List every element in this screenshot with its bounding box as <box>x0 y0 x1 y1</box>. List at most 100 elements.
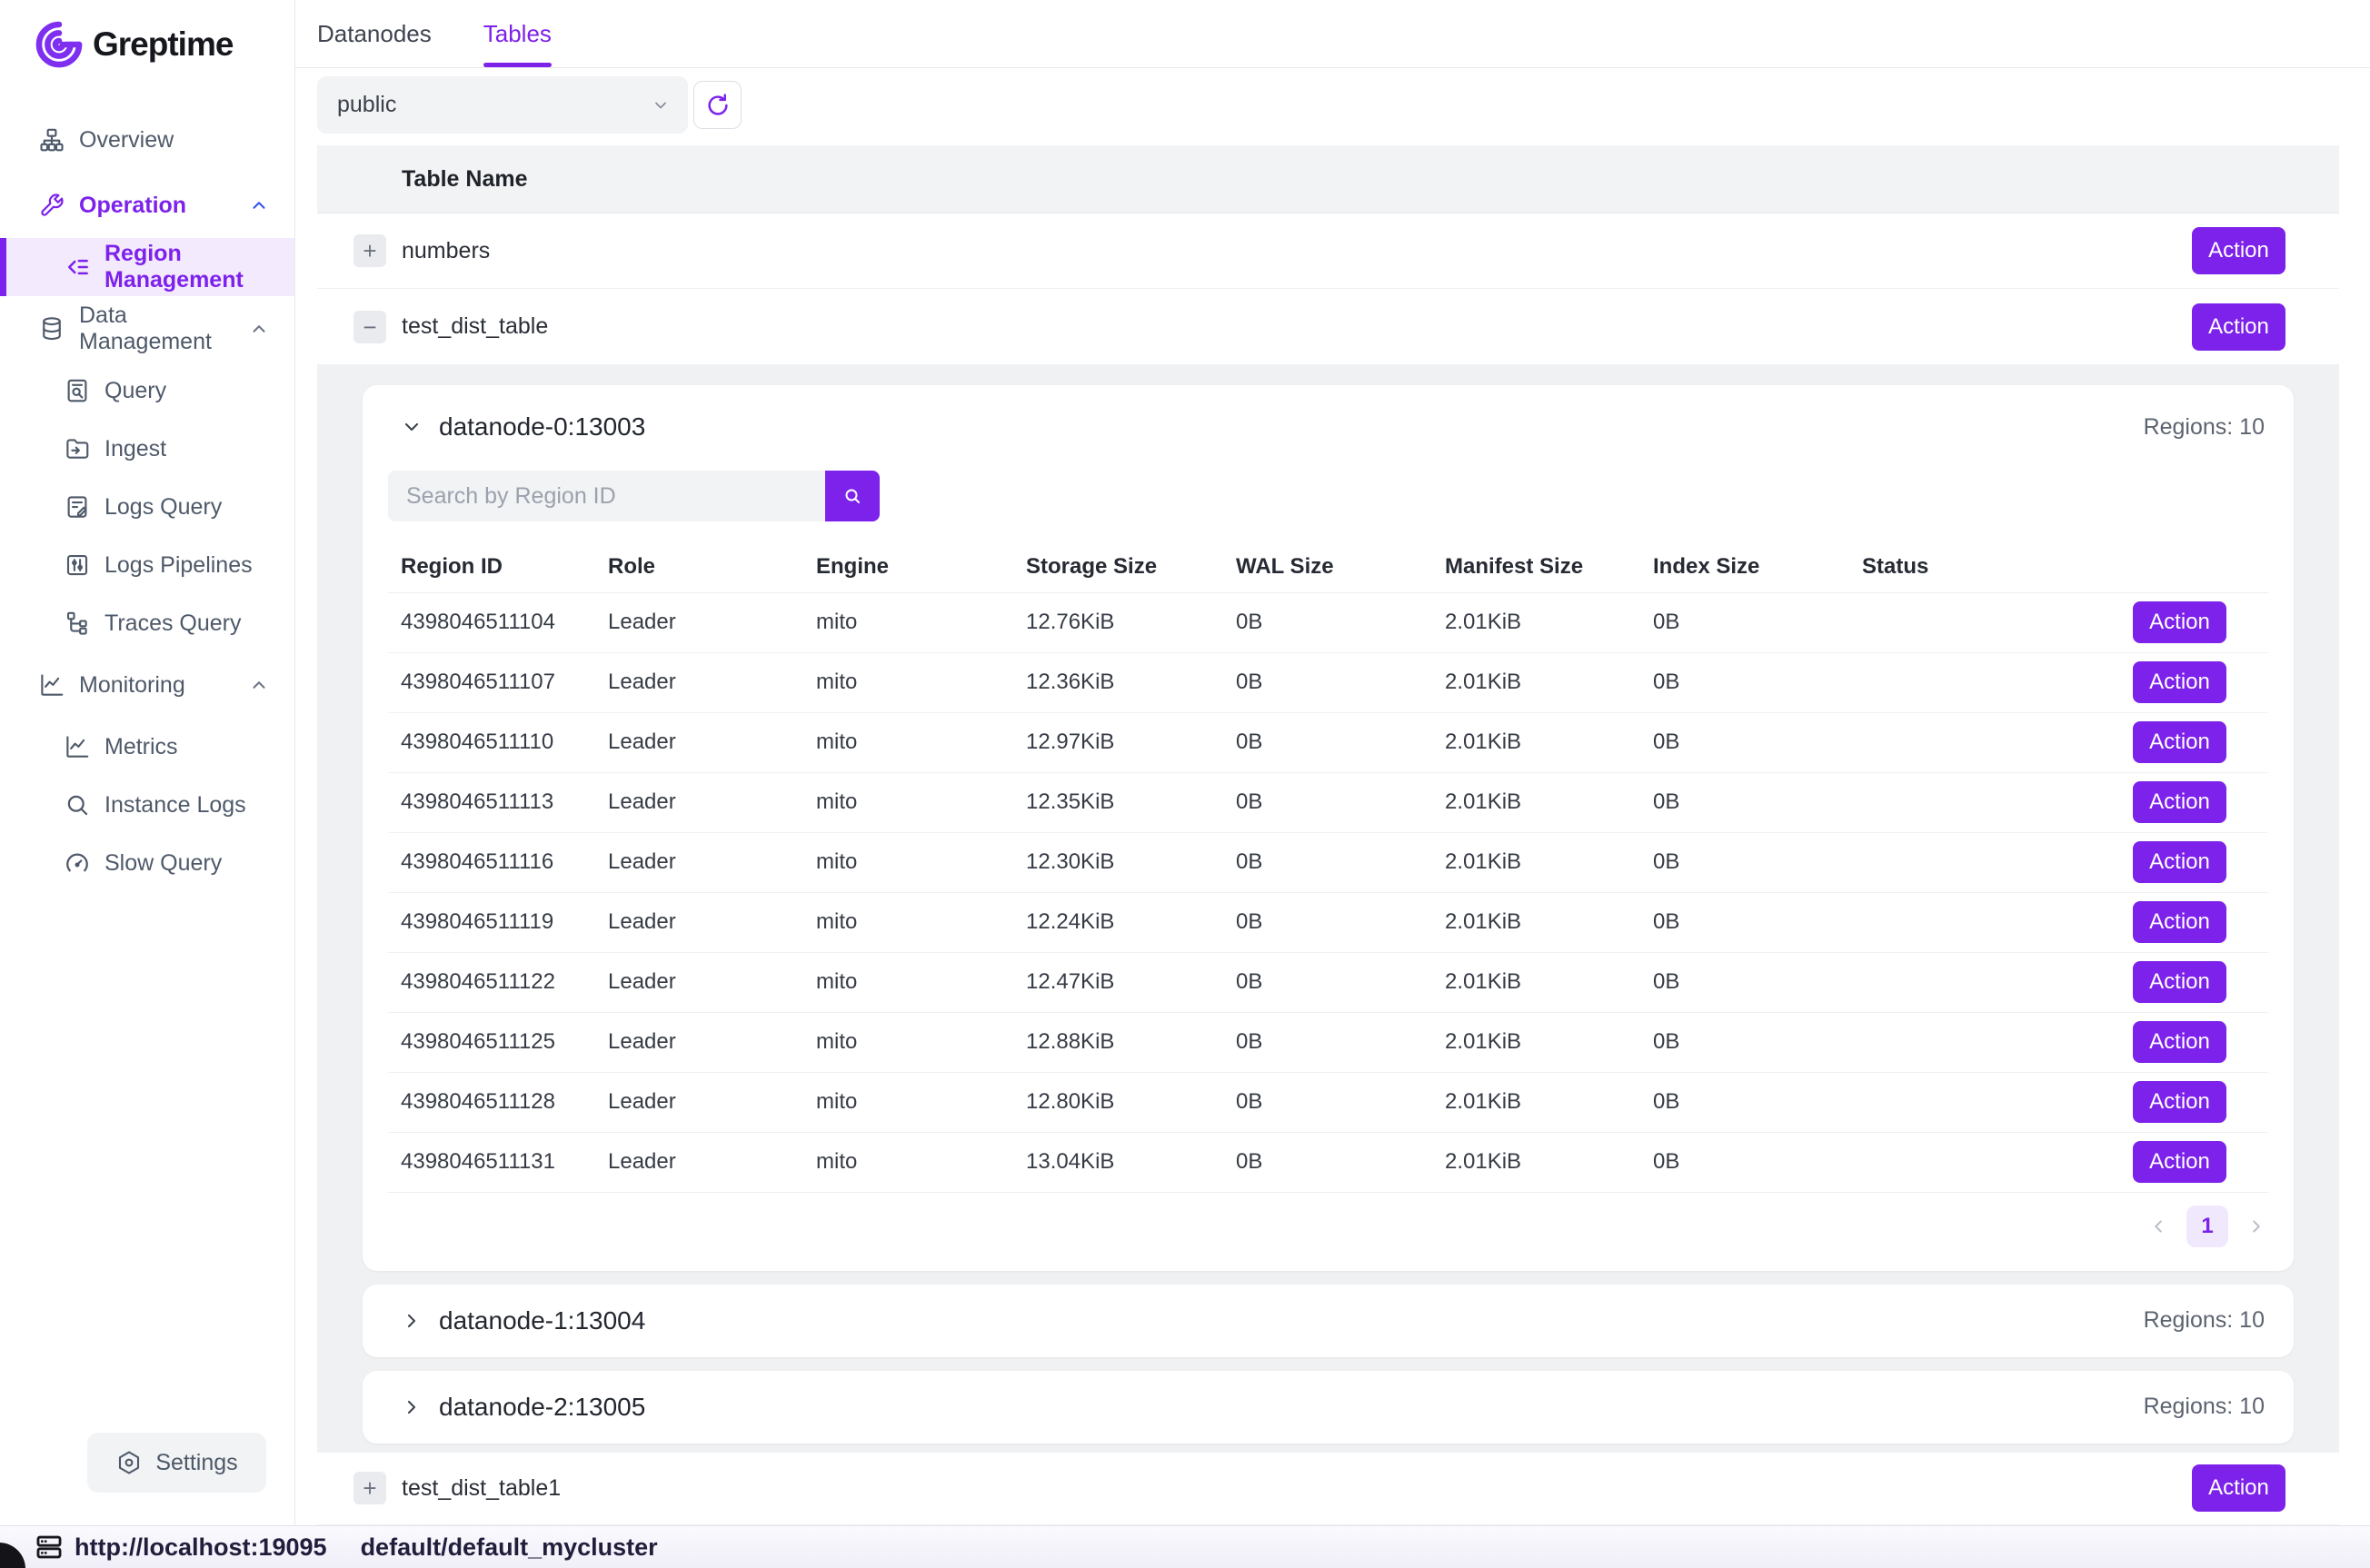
chevron-up-icon <box>249 195 269 215</box>
next-page-icon[interactable] <box>2246 1216 2266 1236</box>
table-row-numbers: + numbers Action <box>317 213 2339 289</box>
settings-button[interactable]: Settings <box>87 1433 266 1493</box>
region-table-row: 4398046511110 Leader mito 12.97KiB 0B 2.01KiB… <box>388 712 2268 773</box>
sidebar-item-label: Region Management <box>105 241 244 293</box>
region-action-button[interactable]: Action <box>2133 1021 2226 1063</box>
region-action-button[interactable]: Action <box>2133 901 2226 943</box>
region-action-button[interactable]: Action <box>2133 601 2226 643</box>
metrics-chart-icon <box>64 733 91 760</box>
sidebar-item-logs-query[interactable]: Logs Query <box>0 478 294 536</box>
tab-label: Datanodes <box>317 19 432 47</box>
cell-storage-size: 12.36KiB <box>1013 652 1223 713</box>
table-row-test-dist-table: − test_dist_table Action <box>317 289 2339 364</box>
brand-name: Greptime <box>93 25 234 63</box>
tab-label: Tables <box>483 19 552 47</box>
region-table-header-row: Region ID Role Engine Storage Size WAL S… <box>388 541 2268 593</box>
status-bar: http://localhost:19095 default/default_m… <box>0 1525 2370 1568</box>
sidebar-item-label: Ingest <box>105 435 167 461</box>
cell-storage-size: 12.80KiB <box>1013 1072 1223 1133</box>
cell-manifest-size: 2.01KiB <box>1432 592 1640 653</box>
cell-region-id: 4398046511119 <box>388 892 595 953</box>
sidebar-item-query[interactable]: Query <box>0 362 294 420</box>
sidebar-item-label: Logs Query <box>105 493 223 520</box>
cell-action: Action <box>2100 1132 2268 1193</box>
cell-action: Action <box>2100 712 2268 773</box>
sidebar-item-overview[interactable]: Overview <box>0 107 294 173</box>
region-action-button[interactable]: Action <box>2133 961 2226 1003</box>
cell-status <box>1849 1072 2100 1133</box>
region-table-row: 4398046511125 Leader mito 12.88KiB 0B 2.01KiB… <box>388 1012 2268 1073</box>
refresh-button[interactable] <box>693 81 742 129</box>
magnifier-icon <box>64 791 91 819</box>
cell-index-size: 0B <box>1640 1012 1849 1073</box>
tables-list-header: Table Name <box>317 145 2339 213</box>
cell-engine: mito <box>803 592 1013 653</box>
table-action-button[interactable]: Action <box>2192 227 2285 274</box>
cell-status <box>1849 772 2100 833</box>
sidebar-item-ingest[interactable]: Ingest <box>0 420 294 478</box>
table-name: test_dist_table1 <box>402 1474 562 1501</box>
cell-engine: mito <box>803 1072 1013 1133</box>
sidebar-section-data-management[interactable]: Data Management <box>0 296 294 362</box>
table-action-button[interactable]: Action <box>2192 1464 2285 1512</box>
cell-action: Action <box>2100 952 2268 1013</box>
corner-floating-button[interactable] <box>0 1543 25 1568</box>
region-action-button[interactable]: Action <box>2133 721 2226 763</box>
cell-index-size: 0B <box>1640 712 1849 773</box>
cell-role: Leader <box>595 892 803 953</box>
pagination: 1 <box>388 1205 2268 1247</box>
region-action-button[interactable]: Action <box>2133 781 2226 823</box>
cell-index-size: 0B <box>1640 832 1849 893</box>
datanode-1-card[interactable]: datanode-1:13004 Regions: 10 <box>363 1284 2294 1357</box>
page-number[interactable]: 1 <box>2186 1205 2228 1247</box>
table-action-button[interactable]: Action <box>2192 303 2285 351</box>
cell-status <box>1849 832 2100 893</box>
tab-datanodes[interactable]: Datanodes <box>317 0 432 67</box>
database-select[interactable]: public <box>317 76 688 134</box>
cell-region-id: 4398046511107 <box>388 652 595 713</box>
cell-wal-size: 0B <box>1223 952 1432 1013</box>
sidebar-item-label: Metrics <box>105 733 178 759</box>
sidebar-item-slow-query[interactable]: Slow Query <box>0 834 294 892</box>
cell-storage-size: 13.04KiB <box>1013 1132 1223 1193</box>
cell-role: Leader <box>595 1072 803 1133</box>
prev-page-icon[interactable] <box>2148 1216 2168 1236</box>
sidebar-item-instance-logs[interactable]: Instance Logs <box>0 776 294 834</box>
expand-button[interactable]: + <box>354 1472 386 1504</box>
overview-icon <box>38 126 65 154</box>
datanode-name[interactable]: datanode-0:13003 <box>439 412 646 441</box>
cell-role: Leader <box>595 712 803 773</box>
cell-region-id: 4398046511116 <box>388 832 595 893</box>
tab-tables[interactable]: Tables <box>483 0 552 67</box>
brand-logo[interactable]: Greptime <box>0 0 294 84</box>
cell-manifest-size: 2.01KiB <box>1432 1132 1640 1193</box>
sidebar-section-monitoring[interactable]: Monitoring <box>0 652 294 718</box>
cell-storage-size: 12.88KiB <box>1013 1012 1223 1073</box>
cell-manifest-size: 2.01KiB <box>1432 1072 1640 1133</box>
datanode-2-card[interactable]: datanode-2:13005 Regions: 10 <box>363 1370 2294 1444</box>
sidebar-item-logs-pipelines[interactable]: Logs Pipelines <box>0 536 294 594</box>
settings-label: Settings <box>155 1449 238 1475</box>
region-search-button[interactable] <box>825 471 880 521</box>
cell-wal-size: 0B <box>1223 652 1432 713</box>
region-action-button[interactable]: Action <box>2133 1081 2226 1123</box>
region-action-button[interactable]: Action <box>2133 841 2226 883</box>
chevron-down-icon[interactable] <box>401 416 423 438</box>
col-action <box>2100 541 2268 593</box>
region-action-button[interactable]: Action <box>2133 661 2226 703</box>
settings-icon <box>115 1449 143 1476</box>
cell-wal-size: 0B <box>1223 772 1432 833</box>
region-action-button[interactable]: Action <box>2133 1141 2226 1183</box>
table-name: test_dist_table <box>402 313 549 339</box>
region-search-input[interactable] <box>388 471 825 521</box>
sidebar-item-traces-query[interactable]: Traces Query <box>0 594 294 652</box>
sidebar-item-region-management[interactable]: Region Management <box>0 238 294 296</box>
server-icon <box>34 1532 65 1563</box>
cell-status <box>1849 712 2100 773</box>
cell-storage-size: 12.97KiB <box>1013 712 1223 773</box>
expand-button[interactable]: + <box>354 234 386 267</box>
cell-index-size: 0B <box>1640 1072 1849 1133</box>
collapse-button[interactable]: − <box>354 310 386 343</box>
sidebar-section-operation[interactable]: Operation <box>0 173 294 238</box>
sidebar-item-metrics[interactable]: Metrics <box>0 718 294 776</box>
